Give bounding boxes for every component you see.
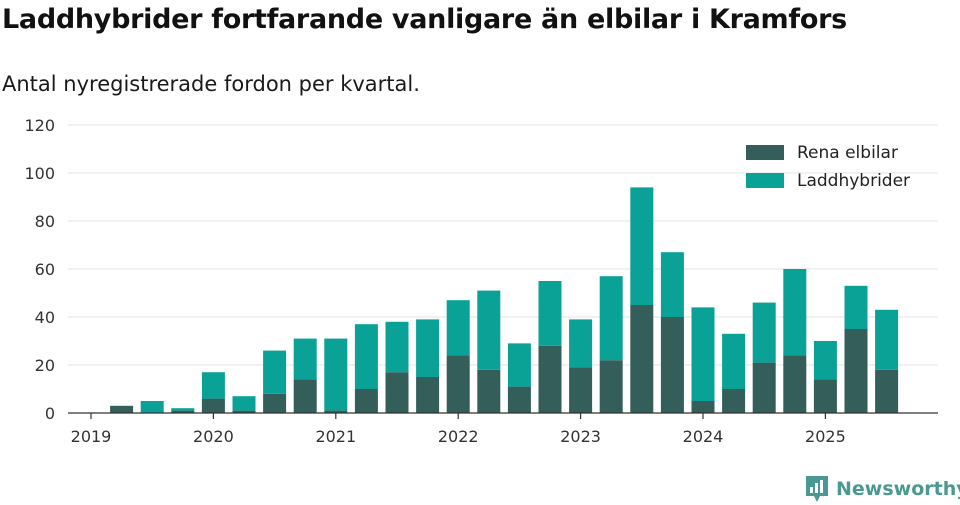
x-tick-label-2019: 2019 [71, 427, 112, 446]
bar-laddhybrider-2021-q3 [385, 321, 409, 373]
y-tick-label: 0 [45, 404, 55, 423]
bar-elbilar-2023-q2 [599, 360, 623, 413]
bar-elbilar-2022-q3 [507, 386, 531, 413]
bar-elbilar-2020-q2 [232, 410, 256, 413]
x-axis-ticks: 2019 2020 2021 2022 2023 2024 2025 [71, 413, 846, 446]
bar-laddhybrider-2021-q4 [416, 319, 440, 377]
newsworthy-logo-icon [806, 476, 828, 502]
x-tick-label-2024: 2024 [683, 427, 724, 446]
bars [110, 187, 899, 413]
chart-title: Laddhybrider fortfarande vanligare än el… [2, 4, 847, 35]
y-tick-label: 80 [35, 212, 55, 231]
bar-elbilar-2023-q4 [660, 317, 684, 413]
y-tick-label: 20 [35, 356, 55, 375]
bar-elbilar-2024-q1 [691, 401, 715, 413]
bar-laddhybrider-2025-q3 [875, 309, 899, 370]
bar-laddhybrider-2023-q2 [599, 276, 623, 361]
bar-laddhybrider-2024-q3 [752, 302, 776, 363]
bar-laddhybrider-2020-q1 [201, 372, 225, 399]
bar-laddhybrider-2022-q3 [507, 343, 531, 387]
bar-elbilar-2022-q2 [477, 369, 501, 413]
bar-elbilar-2020-q4 [293, 379, 317, 413]
bar-elbilar-2024-q2 [722, 389, 746, 413]
bar-laddhybrider-2022-q4 [538, 281, 562, 346]
bar-elbilar-2023-q3 [630, 305, 654, 413]
bar-elbilar-2020-q3 [263, 393, 287, 413]
bar-laddhybrider-2025-q2 [844, 285, 868, 329]
x-tick-label-2025: 2025 [805, 427, 846, 446]
bar-laddhybrider-2020-q4 [293, 338, 317, 380]
stacked-bar-chart: 0 20 40 60 80 100 120 2019 2020 2021 2022 2023 2024… [24, 116, 938, 446]
y-tick-label: 120 [24, 116, 55, 135]
bar-elbilar-2025-q3 [875, 369, 899, 413]
bar-laddhybrider-2023-q4 [660, 252, 684, 317]
y-tick-label: 100 [24, 164, 55, 183]
bar-laddhybrider-2019-q3 [140, 401, 164, 413]
legend-label-rena-elbilar: Rena elbilar [797, 143, 898, 163]
y-axis-labels: 0 20 40 60 80 100 120 [24, 116, 55, 423]
bar-elbilar-2020-q1 [201, 398, 225, 413]
bar-laddhybrider-2022-q1 [446, 300, 470, 356]
x-tick-label-2021: 2021 [315, 427, 356, 446]
legend-swatch-rena-elbilar [746, 145, 784, 160]
bar-laddhybrider-2020-q2 [232, 396, 256, 411]
bar-laddhybrider-2024-q1 [691, 307, 715, 401]
bar-elbilar-2021-q3 [385, 372, 409, 413]
bar-elbilar-2025-q2 [844, 329, 868, 413]
bar-laddhybrider-2020-q3 [263, 350, 287, 394]
bar-elbilar-2019-q2 [110, 405, 134, 413]
brand-name: Newsworthy [836, 478, 960, 500]
bar-laddhybrider-2025-q1 [813, 341, 837, 380]
bar-elbilar-2021-q1 [324, 410, 348, 413]
bar-elbilar-2022-q4 [538, 345, 562, 413]
bar-laddhybrider-2021-q2 [354, 324, 378, 389]
chart-subtitle: Antal nyregistrerade fordon per kvartal. [2, 72, 420, 96]
legend-swatch-laddhybrider [746, 173, 784, 188]
bar-laddhybrider-2023-q1 [569, 319, 593, 368]
bar-elbilar-2024-q4 [783, 355, 807, 413]
bar-laddhybrider-2019-q4 [171, 408, 195, 411]
brand-logo: Newsworthy [804, 474, 960, 504]
bar-laddhybrider-2023-q3 [630, 187, 654, 305]
bar-elbilar-2021-q4 [416, 377, 440, 413]
bar-elbilar-2022-q1 [446, 355, 470, 413]
y-tick-label: 60 [35, 260, 55, 279]
bar-elbilar-2023-q1 [569, 367, 593, 413]
bar-laddhybrider-2021-q1 [324, 338, 348, 411]
bar-laddhybrider-2024-q4 [783, 269, 807, 356]
legend-label-laddhybrider: Laddhybrider [797, 171, 910, 191]
bar-laddhybrider-2024-q2 [722, 333, 746, 389]
bar-laddhybrider-2022-q2 [477, 290, 501, 370]
bar-elbilar-2024-q3 [752, 362, 776, 413]
x-tick-label-2020: 2020 [193, 427, 234, 446]
x-tick-label-2022: 2022 [438, 427, 479, 446]
bar-elbilar-2021-q2 [354, 389, 378, 413]
bar-elbilar-2019-q4 [171, 410, 195, 413]
y-tick-label: 40 [35, 308, 55, 327]
x-tick-label-2023: 2023 [560, 427, 601, 446]
bar-elbilar-2025-q1 [813, 379, 837, 413]
legend: Rena elbilar Laddhybrider [746, 143, 910, 191]
